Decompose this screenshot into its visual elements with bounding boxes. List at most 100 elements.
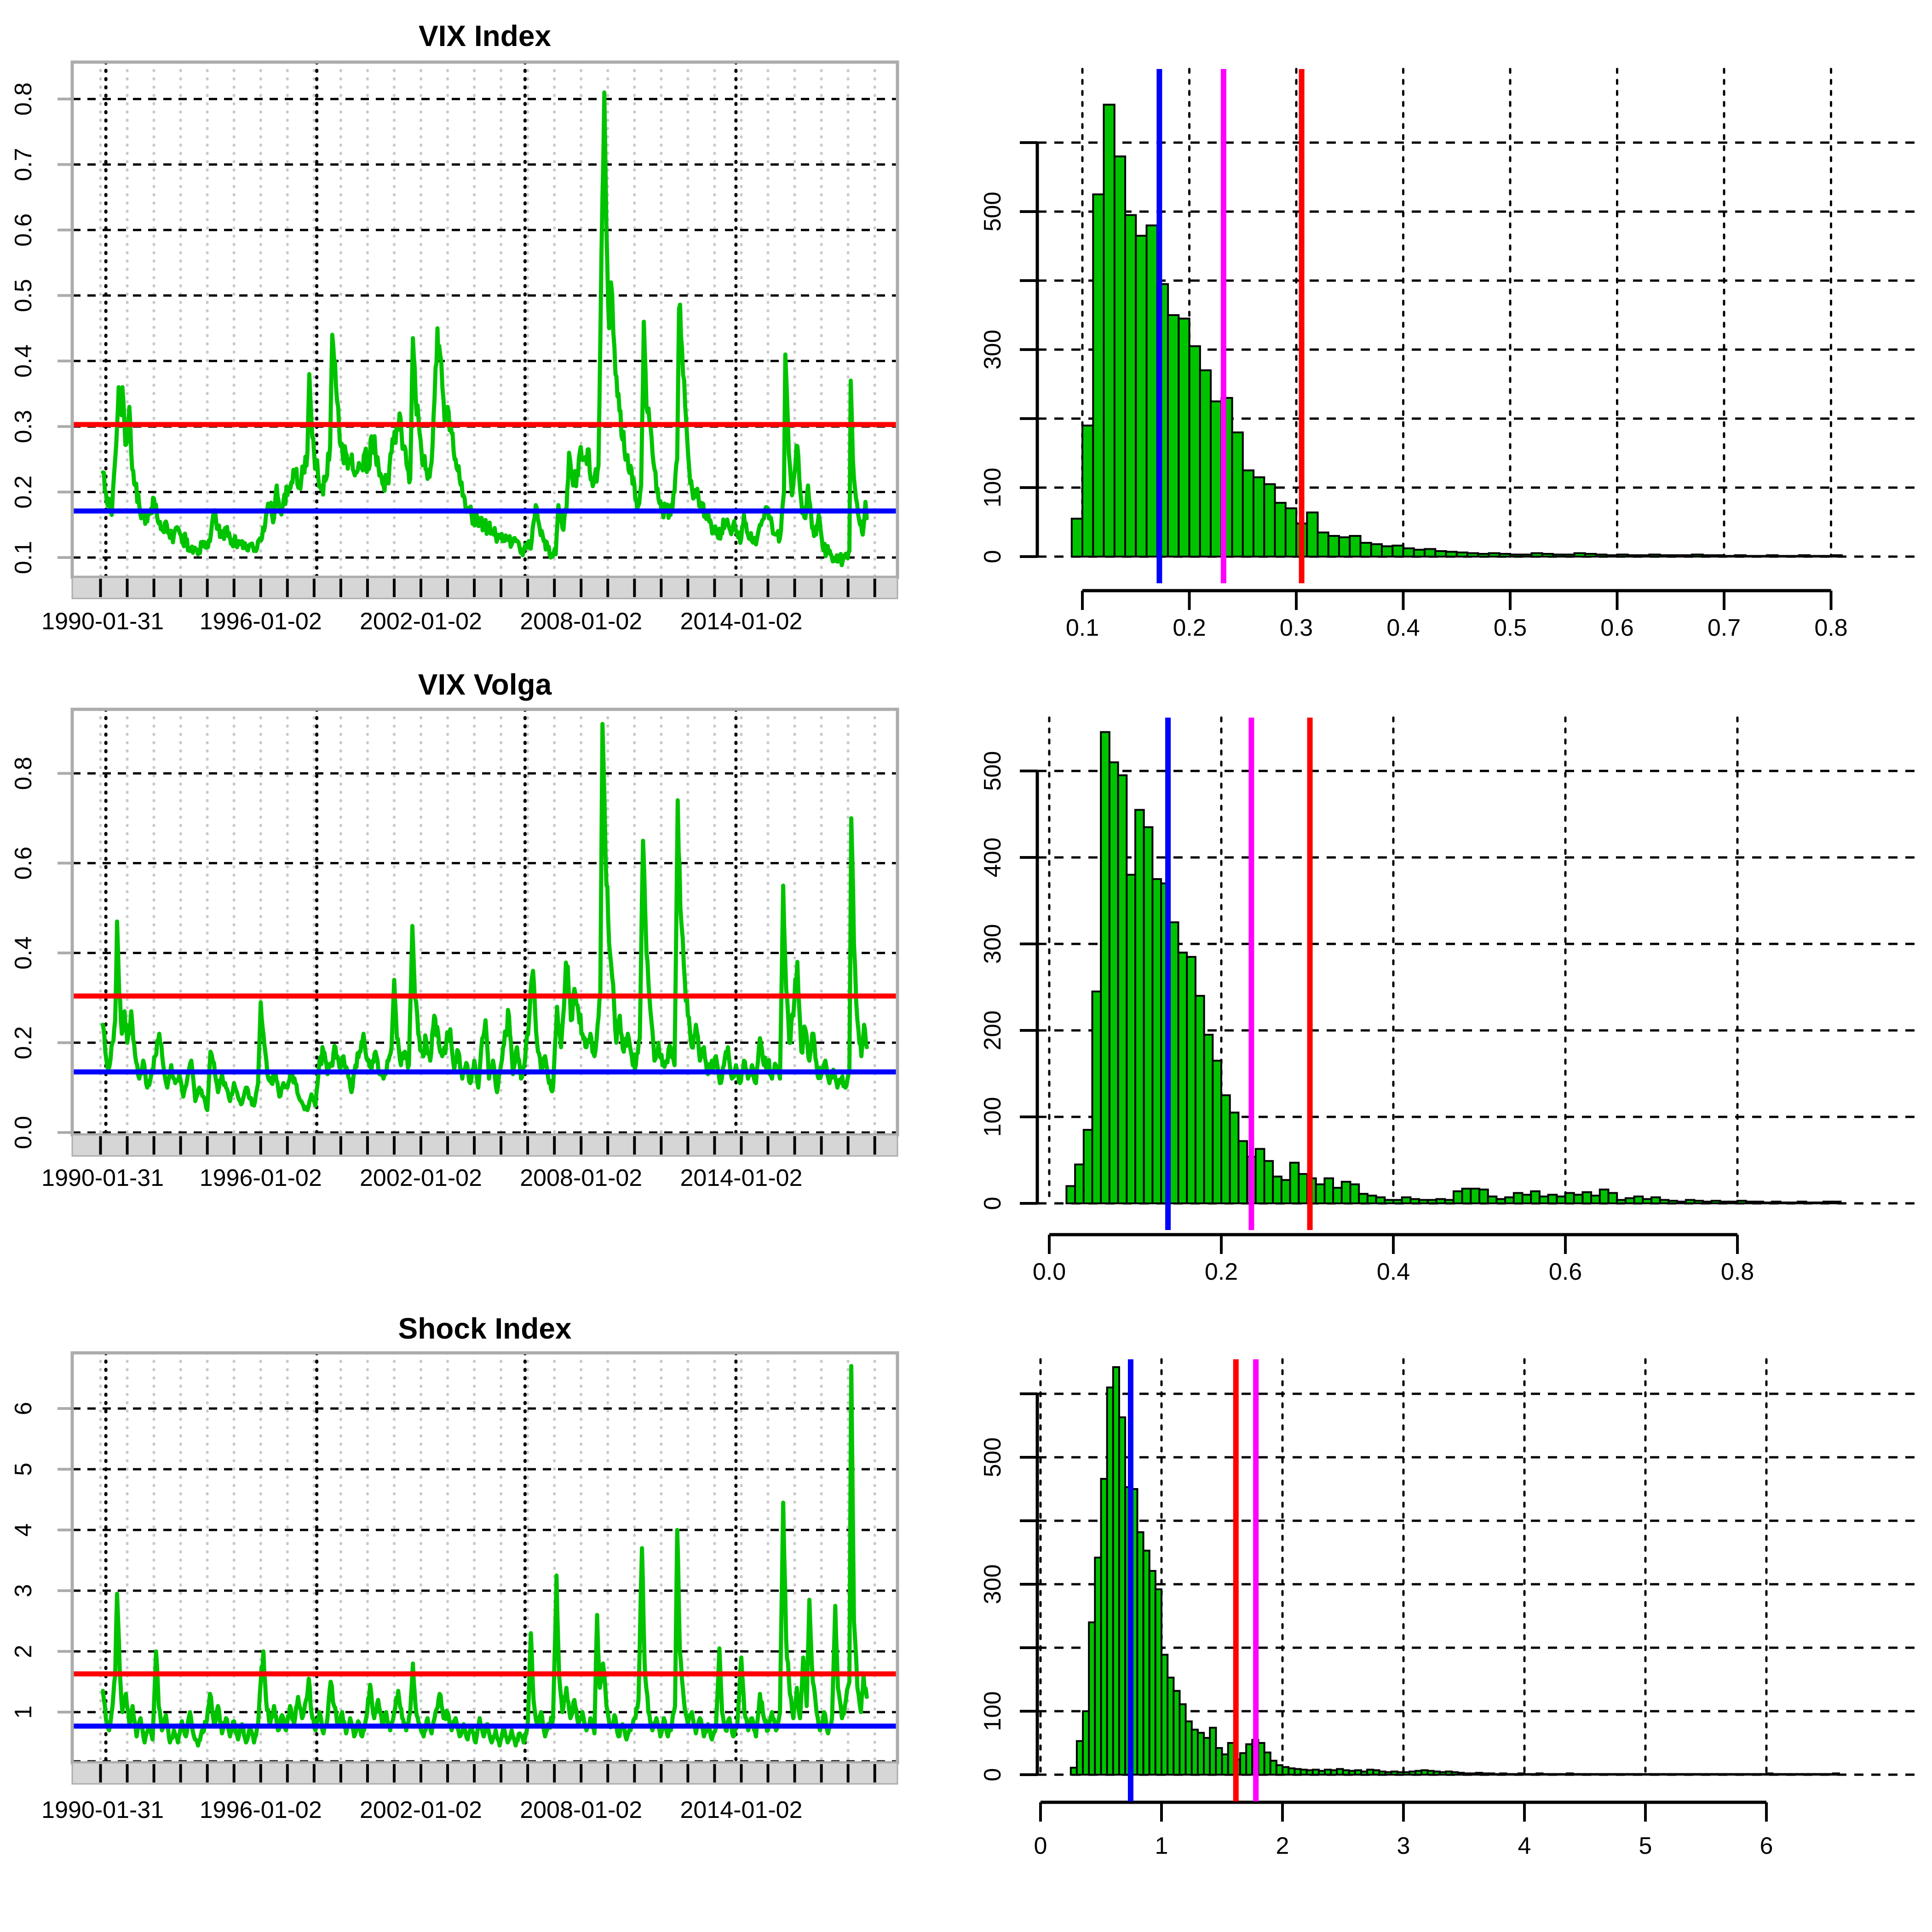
y-tick-label: 0.5 <box>10 279 37 312</box>
x-tick-label: 0.1 <box>1066 615 1099 641</box>
date-tick-label: 2008-01-02 <box>520 608 642 635</box>
date-tick-label: 2008-01-02 <box>520 1797 642 1823</box>
histogram-bar <box>1616 553 1629 558</box>
grid <box>72 1351 897 1765</box>
histogram-bar <box>1092 193 1105 558</box>
histogram-bar <box>1424 548 1437 558</box>
histogram-bar <box>1340 1181 1351 1204</box>
histogram-bar <box>1564 1192 1575 1204</box>
histogram-bar <box>1809 555 1822 558</box>
x-tick-label: 0.8 <box>1721 1259 1754 1285</box>
date-tick-label: 1990-01-31 <box>41 1165 164 1191</box>
x-tick-label: 3 <box>1397 1833 1410 1859</box>
histogram-bar <box>1693 1200 1704 1204</box>
y-tick-label: 100 <box>979 468 1006 508</box>
shock-index-histogram-panel: 0 100 300 500 0 1 2 3 4 5 6 <box>979 1358 1920 1859</box>
x-tick-label: 4 <box>1518 1833 1531 1859</box>
histogram-bar <box>1212 1059 1223 1205</box>
histogram-bar <box>1392 545 1404 558</box>
histogram-bar <box>1495 1198 1506 1205</box>
x-tick-label: 0.6 <box>1549 1259 1582 1285</box>
x-tick-label: 2 <box>1276 1833 1289 1859</box>
time-series-line <box>101 90 869 568</box>
y-tick-label: 0.8 <box>10 82 37 115</box>
y-tick-label: 0.4 <box>10 936 37 969</box>
histogram-bar <box>1691 553 1704 558</box>
histogram-bar <box>1199 369 1212 558</box>
histogram-bar <box>1832 1772 1840 1776</box>
histogram-bar <box>1124 214 1137 558</box>
histogram-bar <box>1624 1197 1635 1204</box>
histogram-bar <box>1633 1196 1644 1204</box>
histogram-bar <box>1065 1185 1076 1204</box>
histogram-bar <box>1461 1188 1472 1204</box>
y-tick-label: 100 <box>979 1691 1006 1731</box>
histogram-bar <box>1070 518 1084 558</box>
histogram-bar <box>1787 555 1800 558</box>
histogram-bar <box>1605 554 1618 558</box>
y-tick-label: 0.2 <box>10 1026 37 1059</box>
histogram-bar <box>1455 552 1469 558</box>
x-tick-label: 0.2 <box>1173 615 1206 641</box>
histogram-bar <box>1349 1183 1360 1205</box>
histogram-bar <box>1805 1202 1816 1205</box>
histogram-bar <box>1426 1199 1438 1204</box>
histogram-bar <box>1512 1192 1524 1204</box>
date-tick-label: 1996-01-02 <box>200 608 322 635</box>
x-tick-label: 0.3 <box>1280 615 1313 641</box>
y-tick-label: 200 <box>979 1011 1006 1051</box>
histogram-bar <box>1676 1201 1687 1204</box>
histogram-bar <box>1728 1201 1739 1204</box>
histogram-bar <box>1332 1187 1343 1204</box>
date-tick-label: 2002-01-02 <box>360 1165 482 1191</box>
histogram-bar <box>1710 1200 1721 1204</box>
histogram-bar <box>1444 1199 1455 1204</box>
x-tick-label: 0 <box>1034 1833 1047 1859</box>
histogram-bar <box>1392 1199 1403 1204</box>
y-tick-label: 300 <box>979 330 1006 370</box>
histogram-bar <box>1581 1191 1593 1205</box>
histogram-bar <box>1573 552 1586 558</box>
histogram-bar <box>1466 552 1479 558</box>
chart-title-vix-index: VIX Index <box>419 19 552 52</box>
histogram-bar <box>1616 1199 1627 1204</box>
histogram-bar <box>1563 553 1576 558</box>
histogram-bar <box>1263 1160 1274 1204</box>
histogram-bar <box>1381 545 1394 558</box>
histogram-bar <box>1445 551 1458 558</box>
y-tick-label: 300 <box>979 1564 1006 1604</box>
histogram-bar <box>1289 1162 1300 1205</box>
histogram-bar <box>1470 1188 1481 1204</box>
plot-box <box>70 1351 899 1765</box>
histogram-bar <box>1745 1201 1756 1204</box>
time-series-line <box>101 722 869 1112</box>
histogram-bar <box>1823 1201 1833 1204</box>
plot-box <box>70 60 899 579</box>
grid <box>72 60 897 579</box>
y-tick-label: 6 <box>10 1402 37 1415</box>
histogram-bar <box>1498 553 1512 558</box>
histogram-bar <box>1317 531 1329 558</box>
x-tick-label: 0.0 <box>1033 1259 1066 1285</box>
vix-volga-histogram-panel: 0 100 200 300 400 500 0.0 0.2 0.4 0.6 0.8 <box>979 716 1920 1285</box>
histogram-bar <box>1504 1196 1515 1205</box>
date-tick-label: 2014-01-02 <box>680 608 802 635</box>
histogram-bar <box>1253 476 1265 558</box>
histogram-bar <box>1627 554 1640 558</box>
y-tick-label: 0.3 <box>10 410 37 443</box>
histogram-bar <box>1210 400 1223 558</box>
histogram-bar <box>1547 1194 1558 1204</box>
histogram-bar <box>1082 1129 1093 1204</box>
histogram-bar <box>1573 1194 1584 1204</box>
date-tick-label: 2014-01-02 <box>680 1797 802 1823</box>
histogram-bar <box>1642 1198 1653 1205</box>
histogram-bar <box>1434 550 1447 558</box>
x-tick-label: 6 <box>1760 1833 1773 1859</box>
histogram-bar <box>1151 878 1162 1204</box>
histogram-bar <box>1108 761 1119 1204</box>
histogram-bar <box>1712 554 1725 558</box>
y-tick-label: 0.0 <box>10 1116 37 1149</box>
histogram-bar <box>1177 951 1188 1205</box>
